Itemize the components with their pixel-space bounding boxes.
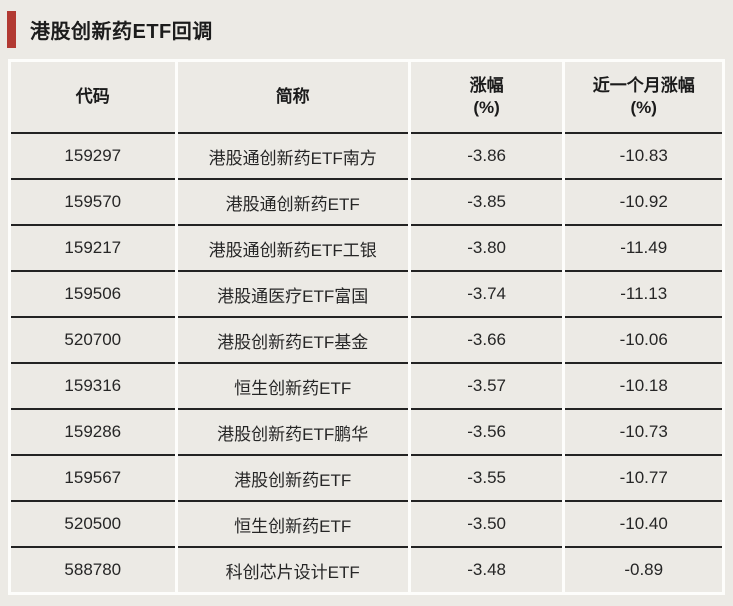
header-label: 代码 — [75, 86, 110, 106]
table-row: 159316 恒生创新药ETF -3.57 -10.18 — [11, 364, 722, 410]
table-header: 代码 简称 涨幅 (%) 近一个月涨幅 (%) — [11, 62, 722, 134]
table-row: 588780 科创芯片设计ETF -3.48 -0.89 — [11, 548, 722, 592]
etf-table: 代码 简称 涨幅 (%) 近一个月涨幅 (%) 159297 港股通创新药ETF南方 -… — [8, 62, 725, 592]
table-row: 520700 港股创新药ETF基金 -3.66 -10.06 — [11, 318, 722, 364]
month-change-cell: -10.18 — [565, 364, 722, 410]
name-cell: 港股通创新药ETF工银 — [177, 226, 408, 272]
table-row: 159217 港股通创新药ETF工银 -3.80 -11.49 — [11, 226, 722, 272]
change-cell: -3.66 — [410, 318, 563, 364]
month-change-cell: -11.49 — [565, 226, 722, 272]
table-row: 159570 港股通创新药ETF -3.85 -10.92 — [11, 180, 722, 226]
column-header-name: 简称 — [177, 62, 408, 134]
header-label: 近一个月涨幅 — [592, 75, 695, 95]
code-cell: 588780 — [11, 548, 175, 592]
column-header-month-change: 近一个月涨幅 (%) — [565, 62, 722, 134]
header-unit: (%) — [473, 98, 500, 117]
table-row: 159286 港股创新药ETF鹏华 -3.56 -10.73 — [11, 410, 722, 456]
header-unit: (%) — [630, 98, 657, 117]
code-cell: 159506 — [11, 272, 175, 318]
change-cell: -3.74 — [410, 272, 563, 318]
table-row: 159297 港股通创新药ETF南方 -3.86 -10.83 — [11, 134, 722, 180]
name-cell: 港股通创新药ETF — [177, 180, 408, 226]
table-row: 159506 港股通医疗ETF富国 -3.74 -11.13 — [11, 272, 722, 318]
code-cell: 159567 — [11, 456, 175, 502]
table-row: 159567 港股创新药ETF -3.55 -10.77 — [11, 456, 722, 502]
code-cell: 520700 — [11, 318, 175, 364]
column-header-change: 涨幅 (%) — [410, 62, 563, 134]
month-change-cell: -11.13 — [565, 272, 722, 318]
change-cell: -3.86 — [410, 134, 563, 180]
code-cell: 159297 — [11, 134, 175, 180]
code-cell: 159570 — [11, 180, 175, 226]
name-cell: 恒生创新药ETF — [177, 364, 408, 410]
name-cell: 恒生创新药ETF — [177, 502, 408, 548]
name-cell: 港股通创新药ETF南方 — [177, 134, 408, 180]
month-change-cell: -10.73 — [565, 410, 722, 456]
month-change-cell: -10.06 — [565, 318, 722, 364]
month-change-cell: -10.77 — [565, 456, 722, 502]
change-cell: -3.57 — [410, 364, 563, 410]
title-accent-bar — [7, 11, 16, 48]
header-label: 涨幅 — [469, 75, 504, 95]
code-cell: 159316 — [11, 364, 175, 410]
name-cell: 港股创新药ETF基金 — [177, 318, 408, 364]
name-cell: 港股创新药ETF — [177, 456, 408, 502]
title-block: 港股创新药ETF回调 — [0, 0, 733, 59]
column-header-code: 代码 — [11, 62, 175, 134]
header-row: 代码 简称 涨幅 (%) 近一个月涨幅 (%) — [11, 62, 722, 134]
code-cell: 520500 — [11, 502, 175, 548]
change-cell: -3.80 — [410, 226, 563, 272]
change-cell: -3.55 — [410, 456, 563, 502]
change-cell: -3.85 — [410, 180, 563, 226]
etf-table-container: 代码 简称 涨幅 (%) 近一个月涨幅 (%) 159297 港股通创新药ETF南方 -… — [8, 59, 725, 595]
name-cell: 港股创新药ETF鹏华 — [177, 410, 408, 456]
month-change-cell: -0.89 — [565, 548, 722, 592]
change-cell: -3.50 — [410, 502, 563, 548]
month-change-cell: -10.40 — [565, 502, 722, 548]
code-cell: 159286 — [11, 410, 175, 456]
name-cell: 港股通医疗ETF富国 — [177, 272, 408, 318]
code-cell: 159217 — [11, 226, 175, 272]
header-label: 简称 — [275, 86, 310, 106]
page-title: 港股创新药ETF回调 — [30, 21, 213, 43]
table-body: 159297 港股通创新药ETF南方 -3.86 -10.83 159570 港股通创新药… — [11, 134, 722, 592]
month-change-cell: -10.92 — [565, 180, 722, 226]
month-change-cell: -10.83 — [565, 134, 722, 180]
change-cell: -3.56 — [410, 410, 563, 456]
change-cell: -3.48 — [410, 548, 563, 592]
name-cell: 科创芯片设计ETF — [177, 548, 408, 592]
table-row: 520500 恒生创新药ETF -3.50 -10.40 — [11, 502, 722, 548]
